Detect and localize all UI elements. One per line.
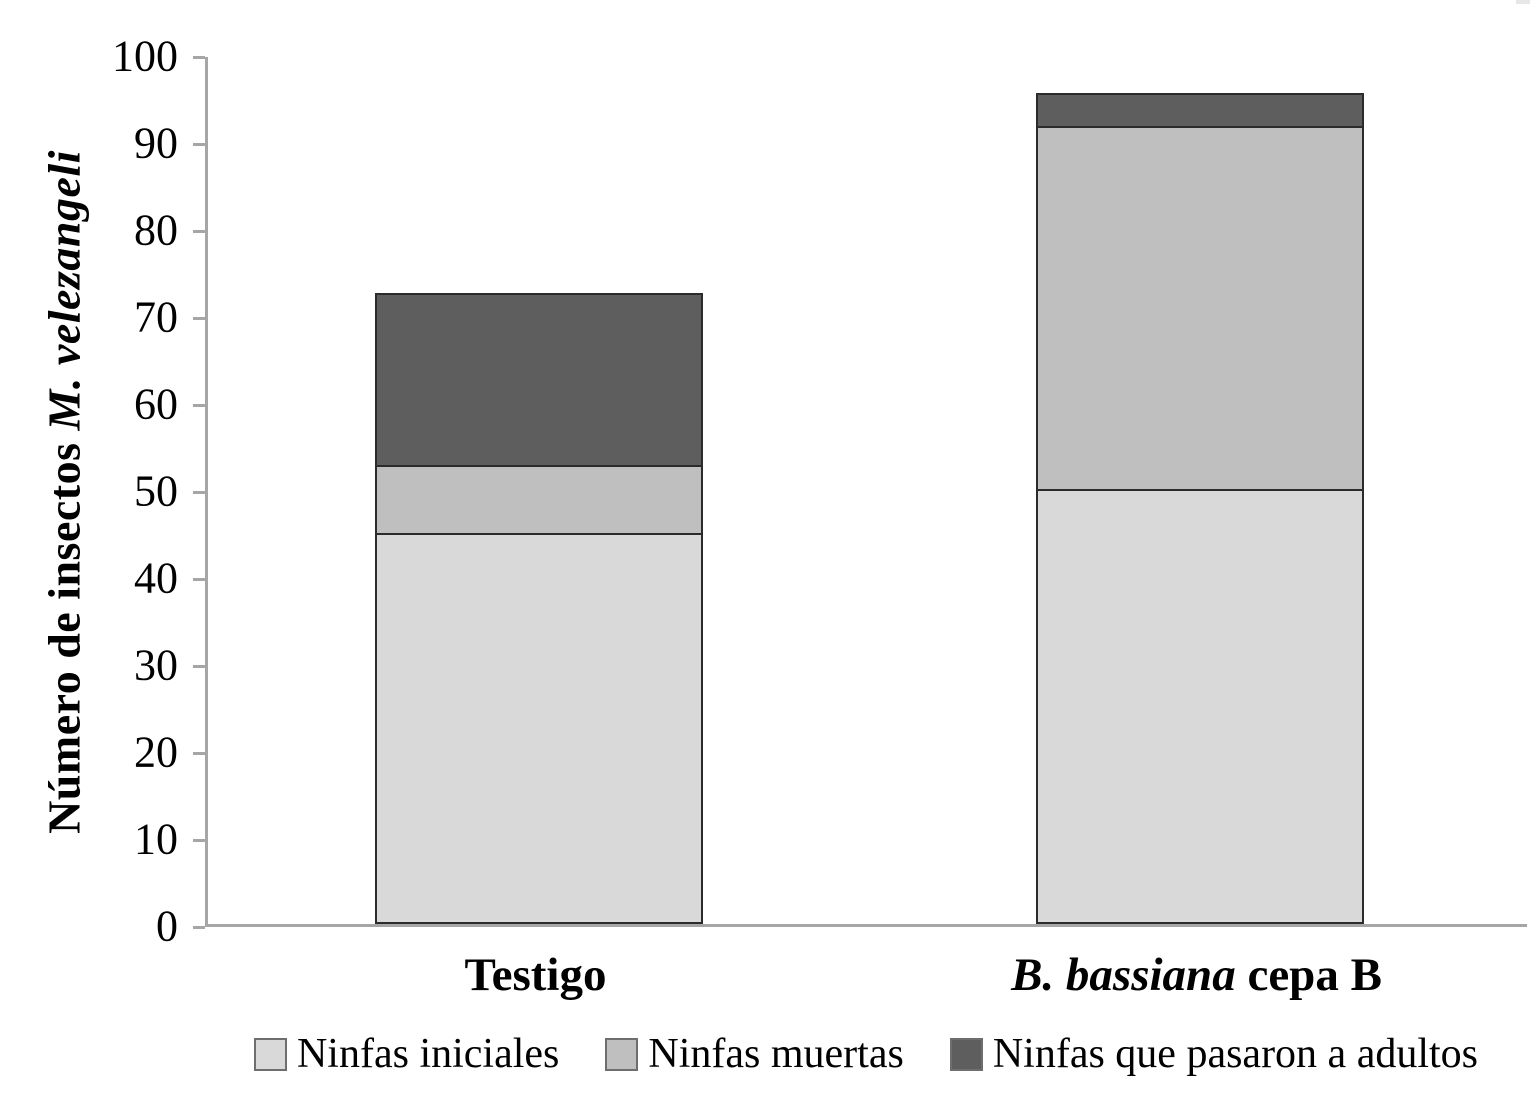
y-axis-tick-label-90: 90 bbox=[134, 118, 178, 168]
y-axis-tick-label-50: 50 bbox=[134, 466, 178, 516]
y-axis-tick-label-0: 0 bbox=[156, 901, 178, 951]
y-axis-tick-label-10: 10 bbox=[134, 814, 178, 864]
legend-swatch-ninfas-iniciales bbox=[253, 1037, 287, 1071]
segment-ninfas-iniciales-b-bassiana-cepa-b bbox=[1035, 489, 1364, 924]
segment-ninfas-que-pasaron-a-adultos-testigo bbox=[374, 292, 703, 467]
legend-label-ninfas-iniciales: Ninfas iniciales bbox=[296, 1031, 560, 1077]
y-axis-tick-70 bbox=[193, 316, 205, 320]
legend-swatch-ninfas-muertas bbox=[605, 1037, 639, 1071]
y-axis-tick-50 bbox=[193, 490, 205, 494]
y-axis-tick-0 bbox=[193, 925, 205, 929]
segment-ninfas-muertas-b-bassiana-cepa-b bbox=[1035, 125, 1364, 491]
bar-testigo bbox=[374, 292, 703, 924]
y-axis-tick-label-60: 60 bbox=[134, 379, 178, 429]
bar-b-bassiana-cepa-b bbox=[1035, 92, 1364, 924]
legend-item-ninfas-iniciales: Ninfas iniciales bbox=[253, 1030, 560, 1078]
legend-item-ninfas-que-pasaron-a-adultos: Ninfas que pasaron a adultos bbox=[949, 1030, 1479, 1078]
screen-edge-artifact bbox=[1516, 0, 1530, 4]
category-label-testigo: Testigo bbox=[464, 949, 607, 1001]
y-axis-tick-30 bbox=[193, 664, 205, 668]
x-axis-category-labels: Testigo B. bassiana cepa B bbox=[205, 948, 1527, 1002]
segment-ninfas-que-pasaron-a-adultos-b-bassiana-cepa-b bbox=[1035, 92, 1364, 128]
y-axis-tick-80 bbox=[193, 229, 205, 233]
y-axis-label-normal: Número de insectos bbox=[38, 430, 90, 834]
y-axis-tick-label-80: 80 bbox=[134, 205, 178, 255]
y-axis-tick-40 bbox=[193, 577, 205, 581]
plot-area: 0 10 20 30 40 50 60 70 80 90 100 bbox=[112, 31, 1527, 950]
legend-label-ninfas-muertas: Ninfas muertas bbox=[648, 1031, 904, 1077]
y-axis-label-species: M. velezangeli bbox=[38, 150, 90, 431]
y-axis-tick-label-20: 20 bbox=[134, 727, 178, 777]
y-axis-tick-label-40: 40 bbox=[134, 553, 178, 603]
segment-ninfas-iniciales-testigo bbox=[374, 532, 703, 924]
y-axis-tick-60 bbox=[193, 403, 205, 407]
y-axis-tick-label-100: 100 bbox=[112, 31, 178, 81]
y-axis-tick-90 bbox=[193, 142, 205, 146]
legend: Ninfas iniciales Ninfas muertas Ninfas que… bbox=[205, 1030, 1527, 1078]
y-axis-tick-label-30: 30 bbox=[134, 640, 178, 690]
y-axis-tick-20 bbox=[193, 751, 205, 755]
segment-ninfas-muertas-testigo bbox=[374, 464, 703, 535]
y-axis-tick-100 bbox=[193, 55, 205, 59]
legend-swatch-ninfas-que-pasaron-a-adultos bbox=[949, 1037, 983, 1071]
y-axis-tick-10 bbox=[193, 838, 205, 842]
y-axis-label: Número de insectos M. velezangeli bbox=[38, 150, 91, 834]
category-label-italic-part: B. bassiana bbox=[1011, 949, 1236, 1001]
category-label-b-bassiana-cepa-b: B. bassiana cepa B bbox=[1011, 949, 1382, 1001]
y-axis-tick-label-70: 70 bbox=[134, 292, 178, 342]
legend-label-ninfas-que-pasaron-a-adultos: Ninfas que pasaron a adultos bbox=[992, 1031, 1479, 1077]
legend-item-ninfas-muertas: Ninfas muertas bbox=[605, 1030, 904, 1078]
